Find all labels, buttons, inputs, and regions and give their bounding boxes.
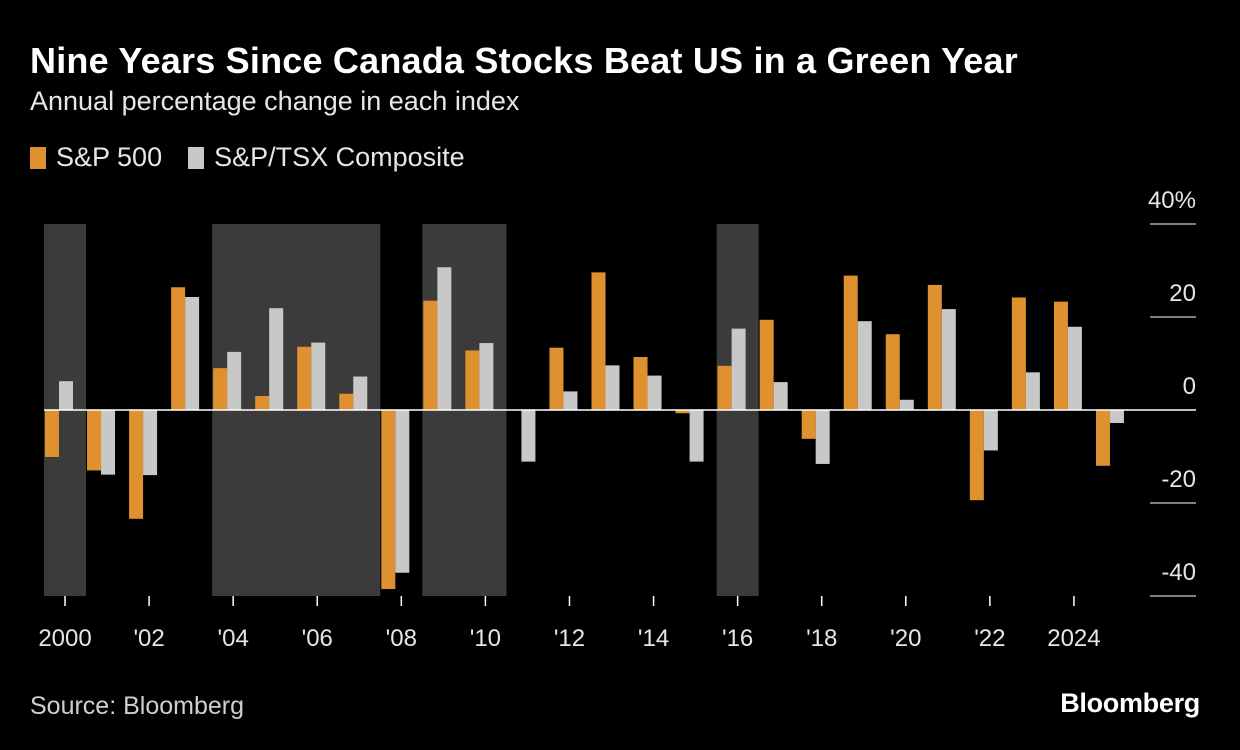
bar-tsx-2014 [647,375,662,410]
chart-title: Nine Years Since Canada Stocks Beat US i… [30,40,1018,81]
bar-tsx-2008 [395,410,410,573]
bar-tsx-2023 [1025,372,1040,410]
bar-sp500-2007 [339,393,354,410]
bar-tsx-2020 [899,399,914,410]
source-note: Source: Bloomberg [30,692,245,720]
y-tick-label: 0 [1183,373,1196,400]
x-tick-label: '20 [890,625,921,652]
bar-tsx-2017 [773,382,788,410]
bar-tsx-2007 [353,376,368,410]
bloomberg-logo: Bloomberg [1060,688,1200,718]
x-tick-label: '04 [218,625,249,652]
y-tick-label: -20 [1161,466,1196,493]
legend-swatch-tsx [188,146,205,169]
bar-sp500-2022 [969,410,984,501]
x-tick-label: 2024 [1047,625,1100,652]
bar-sp500-2012 [549,347,564,410]
bar-tsx-2005 [269,308,284,410]
bar-sp500-2006 [297,346,312,410]
legend-label-tsx: S&P/TSX Composite [214,142,465,172]
bar-tsx-2024 [1067,326,1082,410]
bar-tsx-2015 [689,410,704,462]
bar-sp500-2008 [381,410,396,590]
bar-sp500-2025 [1095,410,1110,466]
bar-sp500-2002 [129,410,144,519]
bar-tsx-2022 [983,410,998,451]
bar-tsx-2011 [521,410,536,462]
bar-sp500-2017 [759,319,774,410]
bar-sp500-2003 [171,287,186,410]
bar-sp500-2024 [1053,301,1068,410]
x-tick-label: '06 [302,625,333,652]
bar-sp500-2013 [591,272,606,410]
bar-tsx-2025 [1109,410,1124,424]
bar-sp500-2020 [885,334,900,410]
bar-sp500-2019 [843,275,858,410]
x-tick-label: '18 [806,625,837,652]
bar-sp500-2021 [927,284,942,410]
x-tick-label: '02 [133,625,164,652]
bar-tsx-2013 [605,365,620,410]
bar-sp500-2023 [1011,297,1026,410]
bar-tsx-2021 [941,309,956,410]
bar-sp500-2005 [255,396,270,410]
bar-sp500-2009 [423,300,438,410]
bar-tsx-2016 [731,328,746,410]
bar-tsx-2006 [311,342,326,410]
bar-sp500-2010 [465,350,480,410]
x-tick-label: '12 [554,625,585,652]
legend-item-sp500: S&P 500 [30,142,162,173]
bar-sp500-2004 [213,368,228,410]
x-tick-label: '10 [470,625,501,652]
legend-item-tsx: S&P/TSX Composite [188,142,465,173]
bar-sp500-2000 [45,410,59,457]
bar-tsx-2010 [479,343,494,410]
legend: S&P 500 S&P/TSX Composite [30,142,491,173]
bar-tsx-2004 [227,351,242,410]
bar-sp500-2016 [717,365,732,410]
bar-sp500-2018 [801,410,816,439]
x-tick-label: 2000 [38,625,91,652]
bar-tsx-2002 [143,410,158,476]
bar-tsx-2003 [185,297,200,410]
bar-sp500-2014 [633,356,648,410]
bar-tsx-2018 [815,410,830,464]
bar-sp500-2015 [675,410,690,414]
y-tick-label: 40% [1148,187,1196,214]
chart-subtitle: Annual percentage change in each index [30,86,520,116]
y-tick-label: -40 [1161,559,1196,586]
x-tick-label: '16 [722,625,753,652]
x-tick-label: '22 [974,625,1005,652]
legend-label-sp500: S&P 500 [56,142,163,172]
bar-tsx-2009 [437,267,452,410]
bar-sp500-2001 [87,410,102,471]
bar-tsx-2000 [59,381,73,410]
x-tick-label: '08 [386,625,417,652]
bar-tsx-2012 [563,391,578,410]
x-tick-label: '14 [638,625,669,652]
bar-tsx-2019 [857,321,872,410]
bar-tsx-2001 [101,410,116,475]
y-tick-label: 20 [1169,280,1196,307]
legend-swatch-sp500 [30,146,46,169]
